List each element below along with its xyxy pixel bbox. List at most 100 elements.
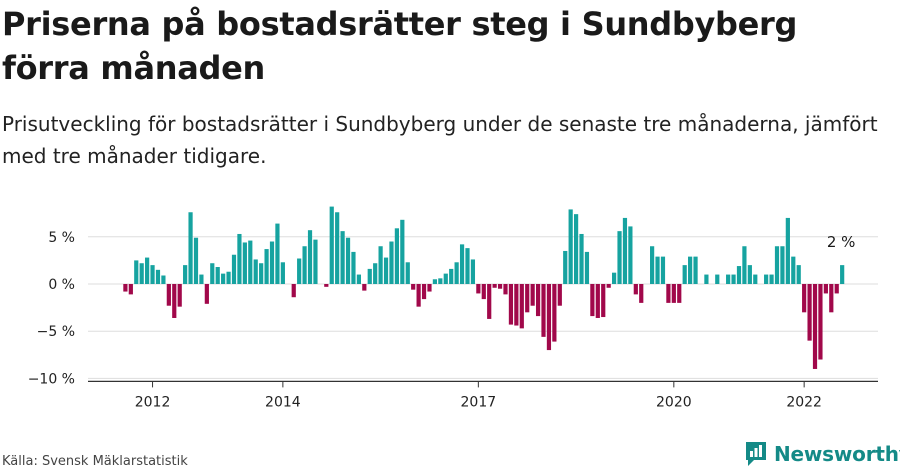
- bar: [389, 241, 394, 284]
- bar: [606, 284, 611, 288]
- bar: [823, 284, 828, 294]
- bar: [183, 265, 188, 284]
- bar: [340, 231, 345, 284]
- bar: [373, 263, 378, 284]
- bar: [807, 284, 812, 341]
- bar: [726, 274, 731, 284]
- bar: [525, 284, 530, 313]
- x-tick-label: 2012: [135, 394, 171, 410]
- bar: [362, 284, 367, 291]
- bar: [449, 268, 454, 284]
- bar: [785, 217, 790, 284]
- bar: [367, 268, 372, 284]
- bar: [476, 284, 481, 294]
- bar: [172, 284, 177, 318]
- bar: [421, 284, 427, 300]
- bar: [438, 278, 443, 284]
- bar: [291, 284, 296, 298]
- bar: [307, 230, 313, 284]
- newsworthy-logo-icon: [746, 442, 766, 466]
- bar: [541, 284, 546, 337]
- bar: [400, 219, 405, 284]
- bar: [161, 275, 166, 284]
- bar: [812, 284, 818, 369]
- bar: [411, 284, 416, 290]
- bar: [378, 246, 383, 284]
- bar: [519, 284, 524, 329]
- bar: [166, 284, 171, 306]
- bar: [242, 242, 247, 284]
- bar: [231, 254, 237, 284]
- x-tick-label: 2020: [656, 394, 692, 410]
- bar: [650, 246, 655, 284]
- bar: [204, 284, 209, 304]
- bar: [297, 258, 302, 284]
- bar: [796, 265, 801, 284]
- bar: [432, 279, 438, 284]
- bar: [269, 241, 275, 284]
- bar: [563, 250, 568, 284]
- bar: [742, 246, 747, 284]
- bar: [568, 209, 573, 284]
- bar: [215, 267, 220, 284]
- bar: [248, 240, 253, 284]
- bars: [123, 206, 845, 369]
- bar: [736, 266, 742, 284]
- bar: [139, 263, 144, 284]
- bar: [731, 274, 736, 284]
- y-tick-label: 5 %: [48, 230, 75, 246]
- bar: [573, 214, 579, 284]
- bar: [530, 284, 535, 306]
- bar: [753, 274, 758, 284]
- bar: [481, 284, 486, 300]
- bar: [628, 226, 633, 284]
- bar: [199, 274, 204, 284]
- bar: [774, 246, 780, 284]
- brand-logo: Newsworthy: [744, 440, 900, 468]
- bar: [128, 284, 133, 295]
- bar: [595, 284, 600, 318]
- bar: [546, 284, 552, 351]
- bar: [324, 284, 329, 287]
- bar: [829, 284, 834, 313]
- bar: [427, 284, 432, 292]
- bar: [280, 262, 285, 284]
- bar: [465, 248, 470, 284]
- bar: [622, 217, 628, 284]
- y-tick-label: −5 %: [37, 324, 75, 340]
- bar: [552, 284, 557, 342]
- bar: [671, 284, 676, 303]
- bar: [454, 262, 459, 284]
- bar: [747, 265, 752, 284]
- bar: [834, 284, 839, 294]
- grid-lines: [88, 236, 878, 379]
- bar: [535, 284, 541, 317]
- y-tick-label: 0 %: [48, 277, 75, 293]
- bar: [259, 263, 264, 284]
- bar: [677, 284, 682, 303]
- source-note: Källa: Svensk Mäklarstatistik: [2, 454, 188, 469]
- x-axis: 2012 2014 2017 2020 2022: [88, 380, 878, 410]
- bar: [693, 256, 698, 284]
- bar: [405, 262, 410, 284]
- bar: [584, 251, 590, 284]
- bar: [275, 223, 280, 284]
- bar: [764, 274, 769, 284]
- bar: [145, 257, 150, 284]
- bar: [639, 284, 644, 303]
- bar: [508, 284, 514, 325]
- bar: [302, 246, 307, 284]
- bar: [210, 263, 215, 284]
- bar: [335, 212, 340, 284]
- bar: [226, 271, 231, 284]
- bar: [356, 274, 361, 284]
- bar: [769, 274, 774, 284]
- bar: [791, 256, 796, 284]
- bar: [188, 212, 193, 284]
- bar: [329, 206, 334, 284]
- bar: [633, 284, 638, 295]
- last-value-label: 2 %: [827, 233, 856, 251]
- bar: [123, 284, 128, 292]
- bar: [416, 284, 421, 307]
- bar: [660, 256, 666, 284]
